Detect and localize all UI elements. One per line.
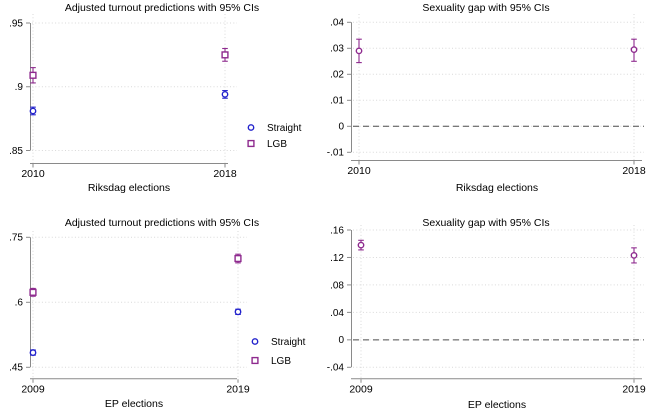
y-tick-label: .04 <box>330 308 344 319</box>
y-tick-label: .04 <box>330 18 344 29</box>
x-tick-label: 2009 <box>21 383 45 395</box>
legend-straight-marker <box>247 124 255 131</box>
straight-marker <box>29 107 37 115</box>
legend-label: LGB <box>271 356 291 367</box>
plot-area-ep-turnout: .45 .6 .75 2009 2019 Straight LGB <box>9 231 306 395</box>
y-tick-label: .95 <box>9 18 23 29</box>
chart-ep-gap: Sexuality gap with 95% CIs -.04 0 .04 .08 .1… <box>324 205 648 410</box>
sexuality-gap-marker <box>630 46 638 53</box>
legend-lgb-marker <box>247 139 255 148</box>
y-tick-label: .75 <box>9 233 23 244</box>
y-tick-label: 0 <box>338 335 344 346</box>
x-axis-title: EP elections <box>104 398 164 410</box>
x-tick-label: 2009 <box>349 383 373 395</box>
y-tick-label: 0 <box>338 122 344 133</box>
lgb-marker <box>29 288 37 296</box>
chart-riksdag-turnout: Adjusted turnout predictions with 95% CI… <box>0 0 324 205</box>
chart-title: Sexuality gap with 95% CIs <box>422 2 550 14</box>
legend-label: Straight <box>271 337 306 348</box>
x-axis-title: Riksdag elections <box>455 182 539 194</box>
y-tick-label: .9 <box>15 82 24 93</box>
y-tick-label: .6 <box>15 298 24 309</box>
y-tick-label: .45 <box>9 363 23 374</box>
chart-title: Adjusted turnout predictions with 95% CI… <box>64 2 260 14</box>
y-tick-label: .01 <box>330 96 344 107</box>
x-tick-label: 2019 <box>226 383 250 395</box>
sexuality-gap-marker <box>355 47 363 55</box>
x-tick-label: 2018 <box>622 165 646 177</box>
plot-area-riksdag-turnout: .85 .9 .95 2010 2018 Straight LGB <box>9 14 302 180</box>
chart-title: Adjusted turnout predictions with 95% CI… <box>64 217 260 229</box>
straight-marker <box>221 91 229 98</box>
x-axis-title: Riksdag elections <box>87 182 171 194</box>
chart-title: Sexuality gap with 95% CIs <box>422 217 550 229</box>
legend-straight-marker <box>251 338 259 345</box>
y-tick-label: -.01 <box>327 148 345 159</box>
lgb-marker <box>234 254 242 263</box>
y-tick-label: .08 <box>330 280 344 291</box>
legend-label: LGB <box>267 139 287 150</box>
sexuality-gap-marker <box>630 252 638 259</box>
lgb-marker <box>221 51 229 59</box>
straight-marker <box>29 349 37 356</box>
sexuality-gap-marker <box>357 241 365 249</box>
legend-label: Straight <box>267 123 302 134</box>
lgb-marker <box>29 71 37 79</box>
straight-marker <box>234 308 242 316</box>
y-tick-label: .12 <box>330 253 344 264</box>
chart-riksdag-gap: Sexuality gap with 95% CIs -.01 0 .01 .02 .0… <box>324 0 648 205</box>
legend-lgb-marker <box>251 356 259 365</box>
x-tick-label: 2010 <box>347 165 371 177</box>
y-tick-label: -.04 <box>327 363 345 374</box>
x-tick-label: 2010 <box>21 168 45 180</box>
x-axis-title: EP elections <box>467 399 527 410</box>
y-tick-label: .16 <box>330 225 344 236</box>
y-tick-label: .02 <box>330 70 344 81</box>
x-tick-label: 2018 <box>213 168 237 180</box>
y-tick-label: .85 <box>9 146 23 157</box>
chart-ep-turnout: Adjusted turnout predictions with 95% CI… <box>0 205 324 410</box>
plot-area-riksdag-gap: -.01 0 .01 .02 .03 .04 2010 2018 <box>327 14 646 177</box>
plot-area-ep-gap: -.04 0 .04 .08 .12 .16 2009 2019 <box>327 225 646 395</box>
y-tick-label: .03 <box>330 44 344 55</box>
x-tick-label: 2019 <box>622 383 646 395</box>
